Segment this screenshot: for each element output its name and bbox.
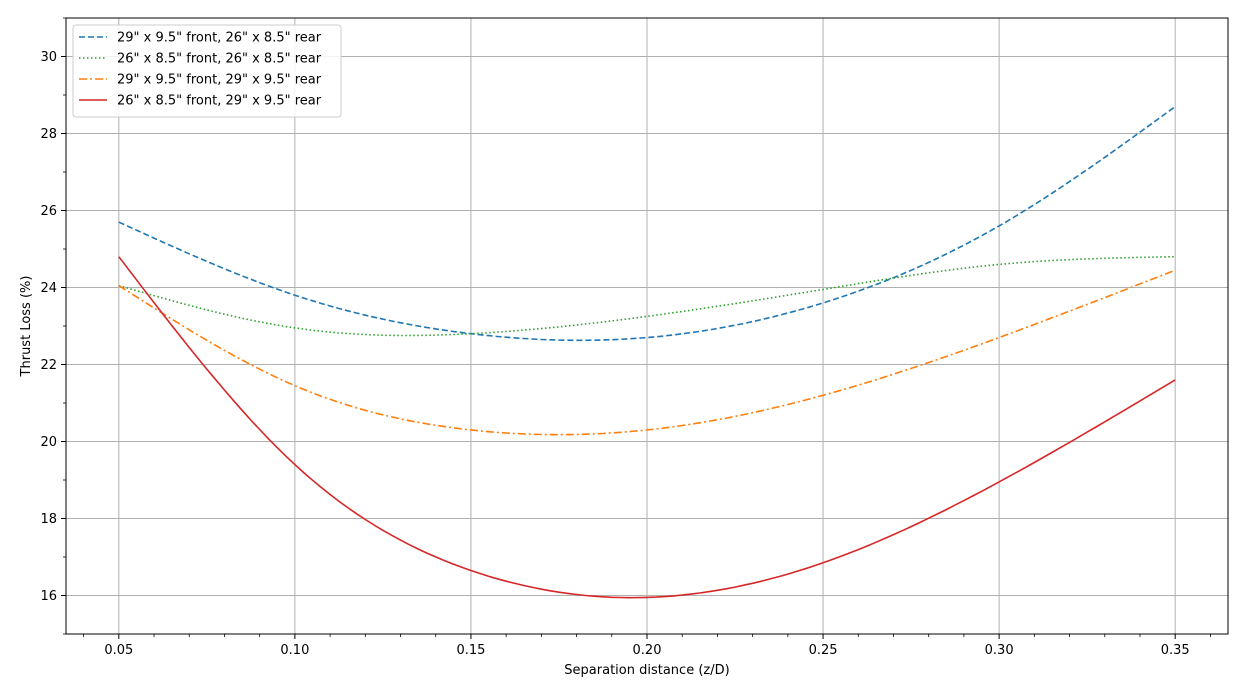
y-axis-ticks: 16 18 20 22 24 26 28 30 <box>40 17 66 635</box>
x-axis-ticks: 0.05 0.10 0.15 0.20 0.25 0.30 0.35 <box>83 634 1211 658</box>
x-tick-label: 0.35 <box>1161 643 1190 658</box>
series-lines <box>118 105 1176 599</box>
x-tick-label: 0.15 <box>456 643 485 658</box>
y-tick-label: 20 <box>40 435 57 450</box>
series-line-4 <box>118 256 1176 599</box>
x-tick-label: 0.10 <box>280 643 309 658</box>
y-tick-label: 24 <box>40 281 57 296</box>
series-line-3 <box>118 269 1176 436</box>
x-axis-label: Separation distance (z/D) <box>564 663 729 678</box>
y-tick-label: 30 <box>40 50 57 65</box>
series-line-1 <box>118 105 1176 342</box>
y-tick-label: 28 <box>40 127 57 142</box>
legend-box <box>72 24 342 118</box>
legend-label-3: 29" x 9.5" front, 29" x 9.5" rear <box>117 73 322 88</box>
grid <box>66 18 1228 634</box>
x-tick-label: 0.30 <box>985 643 1014 658</box>
legend-label-4: 26" x 8.5" front, 29" x 9.5" rear <box>117 94 322 109</box>
x-tick-label: 0.20 <box>633 643 662 658</box>
x-tick-label: 0.25 <box>809 643 838 658</box>
y-tick-label: 26 <box>40 204 57 219</box>
y-tick-label: 22 <box>40 358 57 373</box>
series-line-2 <box>118 255 1176 337</box>
y-tick-label: 16 <box>40 589 57 604</box>
legend-label-1: 29" x 9.5" front, 26" x 8.5" rear <box>117 31 322 46</box>
x-tick-label: 0.05 <box>104 643 133 658</box>
legend-label-2: 26" x 8.5" front, 26" x 8.5" rear <box>117 52 322 67</box>
y-tick-label: 18 <box>40 512 57 527</box>
legend: 29" x 9.5" front, 26" x 8.5" rear 26" x 8… <box>72 24 342 118</box>
y-axis-label: Thrust Loss (%) <box>19 276 34 378</box>
